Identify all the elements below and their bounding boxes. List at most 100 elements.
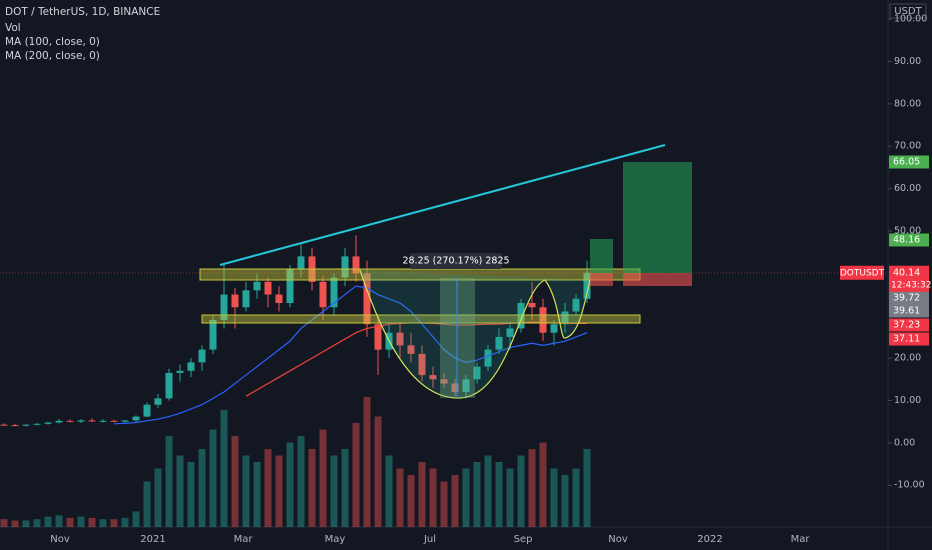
volume-bar bbox=[0, 519, 8, 527]
price-badge-label: 39.61 bbox=[893, 306, 920, 317]
volume-bar bbox=[396, 468, 404, 527]
volume-bar bbox=[77, 516, 85, 527]
candle-body bbox=[418, 353, 426, 376]
candle-body bbox=[33, 423, 41, 425]
volume-bar bbox=[308, 449, 316, 527]
volume-bar bbox=[132, 511, 140, 527]
volume-bar bbox=[352, 423, 360, 527]
volume-bar bbox=[143, 481, 151, 527]
indicator-label: MA (100, close, 0) bbox=[5, 36, 100, 48]
position-target-small bbox=[590, 239, 613, 273]
candle-body bbox=[66, 420, 74, 422]
volume-bar bbox=[363, 397, 371, 527]
volume-bar bbox=[385, 455, 393, 527]
candle-body bbox=[330, 277, 338, 308]
candle-body bbox=[319, 281, 327, 308]
volume-bar bbox=[495, 462, 503, 527]
y-tick-label: 90.00 bbox=[894, 56, 921, 67]
candle-body bbox=[286, 269, 294, 304]
symbol-label: DOTUSDT bbox=[840, 268, 885, 278]
candle-body bbox=[539, 307, 547, 333]
volume-bar bbox=[473, 462, 481, 527]
candle-layer bbox=[0, 235, 591, 427]
x-tick-label: May bbox=[325, 534, 346, 545]
volume-bar bbox=[440, 481, 448, 527]
candle-body bbox=[264, 281, 272, 295]
y-tick-label: -10.00 bbox=[894, 480, 925, 491]
candle-body bbox=[55, 420, 63, 423]
volume-bar bbox=[253, 462, 261, 527]
volume-bar bbox=[187, 462, 195, 527]
volume-bar bbox=[341, 449, 349, 527]
candle-body bbox=[407, 345, 415, 354]
candle-body bbox=[506, 328, 514, 337]
volume-bar bbox=[22, 520, 30, 527]
moving-average bbox=[113, 285, 588, 425]
volume-bar bbox=[539, 442, 547, 527]
x-tick-label: Nov bbox=[608, 534, 628, 545]
volume-bar bbox=[407, 475, 415, 527]
price-badge bbox=[889, 155, 929, 169]
candle-body bbox=[198, 349, 206, 363]
volume-bar bbox=[451, 475, 459, 527]
price-badge bbox=[889, 304, 929, 318]
volume-bar bbox=[297, 436, 305, 527]
position-stop-small bbox=[590, 273, 613, 286]
candle-body bbox=[561, 311, 569, 325]
x-tick-label: 2022 bbox=[697, 534, 722, 545]
volume-bar bbox=[165, 436, 173, 527]
candle-body bbox=[132, 416, 140, 421]
candle-body bbox=[550, 324, 558, 333]
price-badge-label: 37.11 bbox=[893, 334, 920, 345]
chart-title: DOT / TetherUS, 1D, BINANCE bbox=[5, 6, 160, 18]
volume-bar bbox=[528, 449, 536, 527]
price-badge bbox=[889, 318, 929, 332]
volume-bar bbox=[209, 429, 217, 527]
candle-body bbox=[44, 422, 52, 424]
candle-body bbox=[77, 420, 85, 422]
x-tick-label: Mar bbox=[234, 534, 254, 545]
candle-body bbox=[187, 362, 195, 371]
candle-body bbox=[209, 319, 217, 350]
y-tick-label: 60.00 bbox=[894, 183, 921, 194]
support-zone bbox=[201, 314, 641, 324]
y-tick-label: 100.00 bbox=[894, 14, 927, 25]
volume-bar bbox=[286, 442, 294, 527]
candle-body bbox=[429, 375, 437, 380]
volume-bar bbox=[88, 517, 96, 527]
volume-bar bbox=[561, 475, 569, 527]
candle-body bbox=[220, 294, 228, 320]
volume-bar bbox=[154, 468, 162, 527]
volume-bar bbox=[33, 519, 41, 527]
candle-body bbox=[22, 424, 30, 426]
volume-bar bbox=[550, 468, 558, 527]
y-tick-label: 10.00 bbox=[894, 395, 921, 406]
y-tick-label: 50.00 bbox=[894, 225, 921, 236]
candle-body bbox=[99, 420, 107, 422]
candle-body bbox=[0, 424, 8, 426]
cup-handle-pattern bbox=[359, 269, 591, 399]
candle-body bbox=[572, 298, 580, 312]
volume-bar bbox=[374, 416, 382, 527]
price-badge bbox=[889, 332, 929, 346]
volume-bar bbox=[330, 455, 338, 527]
volume-bar bbox=[517, 455, 525, 527]
volume-bar bbox=[506, 468, 514, 527]
y-tick-label: 20.00 bbox=[894, 353, 921, 364]
candle-body bbox=[231, 294, 239, 308]
volume-bar bbox=[319, 429, 327, 527]
candle-body bbox=[374, 324, 382, 350]
volume-bar bbox=[418, 462, 426, 527]
symbol-badge bbox=[840, 265, 884, 280]
volume-bar bbox=[99, 519, 107, 527]
candle-body bbox=[440, 379, 448, 384]
volume-layer bbox=[0, 397, 591, 527]
y-tick-label: 80.00 bbox=[894, 98, 921, 109]
position-stop bbox=[623, 273, 692, 286]
candle-body bbox=[528, 303, 536, 308]
last-price-badge bbox=[889, 265, 929, 292]
volume-bar bbox=[44, 516, 52, 527]
candle-body bbox=[297, 256, 305, 270]
volume-bar bbox=[176, 455, 184, 527]
